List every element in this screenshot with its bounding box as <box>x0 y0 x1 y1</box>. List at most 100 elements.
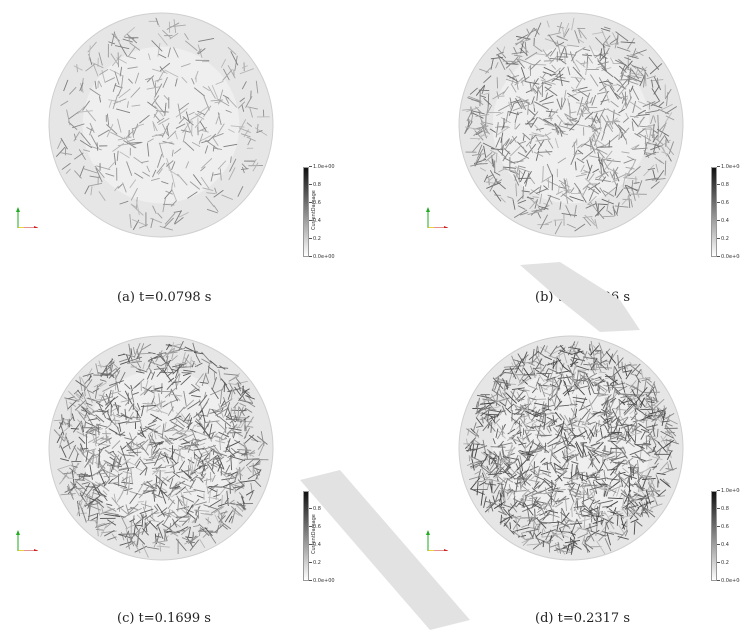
fiber <box>117 353 125 357</box>
fiber <box>152 169 157 178</box>
fiber <box>162 203 175 206</box>
fiber <box>599 427 603 439</box>
fiber <box>572 396 588 400</box>
fiber <box>635 395 646 408</box>
fiber <box>501 457 508 465</box>
fiber <box>609 38 618 45</box>
fiber <box>483 97 491 106</box>
fiber <box>597 60 608 72</box>
fiber <box>227 389 233 400</box>
fiber <box>548 504 555 508</box>
fiber <box>76 500 83 516</box>
fiber <box>151 40 163 52</box>
fiber <box>560 182 570 194</box>
fiber <box>651 456 663 461</box>
axes-triad-d <box>426 530 448 551</box>
fiber <box>645 419 648 434</box>
fiber <box>217 462 223 472</box>
fiber <box>497 455 500 468</box>
fiber <box>155 110 169 113</box>
fiber <box>470 110 485 115</box>
fiber <box>636 486 645 489</box>
fiber <box>571 461 578 464</box>
fiber <box>533 27 540 35</box>
fiber <box>480 402 495 405</box>
fiber <box>560 97 563 108</box>
fiber <box>158 481 163 496</box>
fiber <box>528 453 538 466</box>
fiber <box>531 490 534 505</box>
fiber <box>217 112 222 126</box>
fiber <box>164 471 175 474</box>
fiber <box>575 512 591 518</box>
fiber <box>198 526 201 537</box>
fiber <box>576 101 583 116</box>
fiber <box>622 400 631 404</box>
fiber <box>162 403 168 408</box>
fiber <box>551 486 561 498</box>
fiber <box>559 201 562 210</box>
fiber <box>167 499 175 509</box>
fiber <box>494 179 506 190</box>
fiber <box>191 78 195 85</box>
fiber <box>514 527 530 532</box>
fiber <box>497 440 504 448</box>
fiber <box>555 42 567 48</box>
fiber <box>592 514 601 518</box>
fiber <box>139 114 150 124</box>
fiber <box>544 86 558 97</box>
fiber <box>528 531 534 537</box>
fiber <box>659 461 669 472</box>
fiber <box>202 187 214 191</box>
fiber <box>108 428 118 434</box>
fiber <box>130 384 133 391</box>
fiber <box>500 487 509 495</box>
fiber <box>219 483 230 496</box>
fiber <box>87 458 93 465</box>
fiber <box>541 405 548 409</box>
fiber <box>207 431 216 436</box>
fiber <box>108 161 115 169</box>
fiber <box>151 78 155 88</box>
fiber <box>225 438 231 453</box>
fiber <box>613 122 622 131</box>
fiber <box>479 116 488 131</box>
fiber <box>556 98 562 111</box>
fiber <box>473 127 485 137</box>
fiber <box>85 405 91 415</box>
fiber <box>474 130 484 141</box>
fiber <box>583 216 592 227</box>
fiber <box>649 63 663 75</box>
fiber <box>586 164 593 180</box>
fiber <box>595 452 609 457</box>
fiber <box>586 159 591 172</box>
fiber <box>654 391 658 400</box>
colorbar-tick: 0.4 <box>717 542 729 548</box>
fiber <box>76 500 80 517</box>
fiber <box>187 400 201 410</box>
fiber <box>177 447 183 462</box>
fiber <box>549 370 554 379</box>
fiber <box>527 518 533 526</box>
fiber <box>239 415 250 423</box>
fiber <box>475 462 483 469</box>
fiber <box>594 185 602 193</box>
fiber <box>648 409 664 415</box>
fiber <box>496 409 502 418</box>
fiber <box>625 437 632 444</box>
fiber <box>627 37 635 50</box>
fiber <box>604 411 613 421</box>
fiber <box>160 491 168 494</box>
fiber <box>621 380 626 393</box>
fiber <box>121 454 135 457</box>
fiber <box>135 359 141 369</box>
fiber <box>492 375 500 389</box>
fiber <box>517 195 524 202</box>
fiber <box>548 34 558 47</box>
fiber <box>553 219 564 221</box>
fiber <box>574 30 580 44</box>
fiber <box>171 419 179 431</box>
fiber <box>82 167 98 174</box>
fiber <box>532 87 538 94</box>
fiber <box>559 424 567 432</box>
